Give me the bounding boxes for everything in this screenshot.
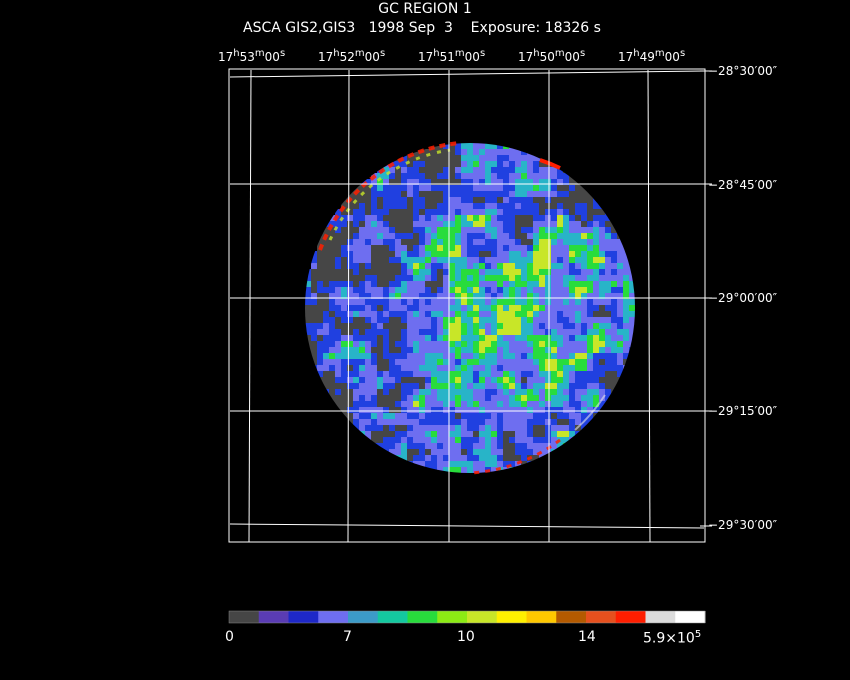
colorbar-swatch: [467, 611, 498, 623]
ra-tick-label: 17h53m00s: [218, 48, 286, 64]
colorbar-label: 0: [225, 629, 234, 645]
image-title: GC REGION 1: [378, 1, 472, 17]
colorbar-swatch: [407, 611, 438, 623]
rim-highlight: [539, 158, 561, 170]
dec-gridline: [229, 523, 705, 529]
ra-gridline: [647, 69, 651, 543]
colorbar-swatch: [437, 611, 468, 623]
dec-tick-label: −28°30′00″: [708, 64, 778, 78]
ra-tick-label: 17h52m00s: [318, 48, 386, 64]
ra-tick-label: 17h51m00s: [418, 48, 486, 64]
colorbar-swatch: [496, 611, 527, 623]
colorbar-frame: [228, 610, 706, 624]
rim-highlight: [574, 394, 606, 431]
colorbar-swatch: [258, 611, 289, 623]
colorbar-swatch: [526, 611, 557, 623]
colorbar-swatch: [645, 611, 676, 623]
colorbar-label: 14: [578, 629, 596, 645]
colorbar-swatch: [615, 611, 646, 623]
ra-tick-label: 17h49m00s: [618, 48, 686, 64]
colorbar-label-max: 5.9×105: [643, 629, 702, 647]
image-subtitle: ASCA GIS2,GIS3 1998 Sep 3 Exposure: 1832…: [243, 20, 601, 36]
detector-rim: [318, 141, 606, 475]
dec-tick-label: −29°00′00″: [708, 291, 778, 305]
dec-tick-label: −29°30′00″: [708, 518, 778, 532]
coordinate-grid: [229, 69, 712, 543]
colorbar-swatch: [586, 611, 617, 623]
colorbar-swatch: [377, 611, 408, 623]
colorbar: [228, 610, 706, 624]
ra-tick-label: 17h50m00s: [518, 48, 586, 64]
dec-gridline: [229, 70, 705, 78]
plot-frame: [228, 68, 706, 543]
colorbar-swatch: [348, 611, 379, 623]
dec-tick-label: −28°45′00″: [708, 178, 778, 192]
colorbar-swatch: [318, 611, 349, 623]
colorbar-label: 7: [343, 629, 352, 645]
colorbar-swatch: [288, 611, 319, 623]
colorbar-label: 10: [457, 629, 475, 645]
rim-highlight: [328, 148, 451, 241]
rim-highlight: [469, 438, 561, 475]
count-map: [305, 143, 635, 473]
colorbar-swatch: [229, 611, 260, 623]
ra-gridline: [248, 69, 252, 543]
ra-gridline: [347, 69, 350, 543]
colorbar-swatch: [675, 611, 706, 623]
rim-highlight: [318, 141, 461, 251]
colorbar-swatch: [556, 611, 587, 623]
dec-tick-label: −29°15′00″: [708, 404, 778, 418]
